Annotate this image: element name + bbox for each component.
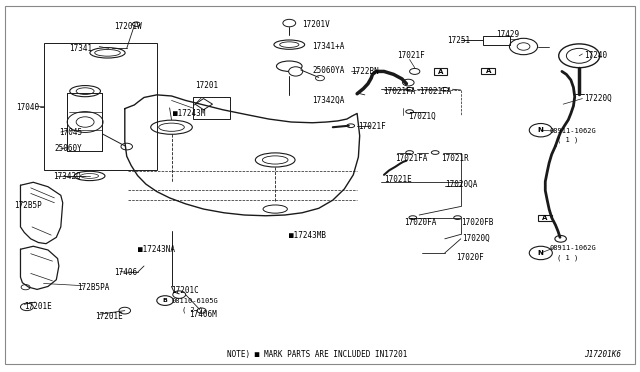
Bar	[193, 97, 230, 119]
Bar	[483, 36, 510, 45]
Text: 17040: 17040	[16, 103, 39, 112]
Text: 17220Q: 17220Q	[584, 94, 611, 103]
Text: 17020FB: 17020FB	[461, 218, 493, 227]
Text: A: A	[542, 215, 547, 221]
Text: 172B5PA: 172B5PA	[77, 283, 109, 292]
Bar	[434, 68, 447, 75]
Bar	[44, 43, 157, 170]
Text: 17021F: 17021F	[397, 51, 424, 60]
Text: ■17243NA: ■17243NA	[138, 246, 175, 254]
Text: 17342QA: 17342QA	[312, 96, 345, 105]
Ellipse shape	[289, 67, 303, 76]
Text: 17021Q: 17021Q	[408, 112, 436, 121]
Text: 17429: 17429	[496, 30, 519, 39]
Text: 17021FA: 17021FA	[419, 87, 452, 96]
Text: 1722BN: 1722BN	[351, 67, 378, 76]
Text: 17201V: 17201V	[302, 20, 330, 29]
Text: ( 1 ): ( 1 )	[557, 136, 578, 143]
Text: ■17243M: ■17243M	[173, 109, 205, 118]
Text: NOTE) ■ MARK PARTS ARE INCLUDED IN17201: NOTE) ■ MARK PARTS ARE INCLUDED IN17201	[227, 350, 408, 359]
Text: 17021FA: 17021FA	[396, 154, 428, 163]
Circle shape	[410, 68, 420, 74]
Text: 08911-1062G: 08911-1062G	[549, 128, 596, 134]
Text: 17021FA: 17021FA	[383, 87, 415, 96]
Text: 17020F: 17020F	[456, 253, 483, 262]
Text: 17251: 17251	[447, 36, 470, 45]
Text: 25060Y: 25060Y	[54, 144, 82, 153]
Text: 17020FA: 17020FA	[404, 218, 437, 227]
Text: N: N	[538, 250, 544, 256]
Text: J17201K6: J17201K6	[584, 350, 621, 359]
Text: B: B	[163, 298, 168, 303]
Text: 17201: 17201	[195, 81, 218, 90]
Text: ( 1 ): ( 1 )	[557, 254, 578, 261]
Bar	[481, 68, 495, 74]
Text: 08911-1062G: 08911-1062G	[549, 246, 596, 251]
Text: 08110-6105G: 08110-6105G	[172, 298, 218, 304]
Text: 17045: 17045	[60, 128, 83, 137]
Text: 17341+A: 17341+A	[312, 42, 345, 51]
Text: 25060YA: 25060YA	[312, 66, 345, 75]
Text: 17240: 17240	[584, 51, 607, 60]
Text: ■17243MB: ■17243MB	[289, 231, 326, 240]
Text: 17406: 17406	[114, 268, 137, 277]
Text: 17201E: 17201E	[24, 302, 52, 311]
Text: 17201E: 17201E	[95, 312, 122, 321]
Text: 17020QA: 17020QA	[445, 180, 477, 189]
Text: 17021E: 17021E	[384, 175, 412, 184]
Text: A: A	[438, 69, 443, 75]
Text: 17341: 17341	[69, 44, 92, 53]
Text: 17201W: 17201W	[114, 22, 141, 31]
Text: 17406M: 17406M	[189, 310, 216, 319]
Text: 17020Q: 17020Q	[462, 234, 490, 243]
Bar	[538, 215, 552, 221]
Text: ( 2 ): ( 2 )	[182, 306, 204, 313]
Text: 17201C: 17201C	[172, 286, 199, 295]
Bar	[67, 93, 102, 151]
Text: A: A	[486, 68, 491, 74]
Text: 17021R: 17021R	[442, 154, 469, 163]
Text: 172B5P: 172B5P	[14, 201, 42, 210]
Text: N: N	[538, 127, 544, 133]
Text: 17021F: 17021F	[358, 122, 386, 131]
Text: 17342Q: 17342Q	[53, 172, 81, 181]
